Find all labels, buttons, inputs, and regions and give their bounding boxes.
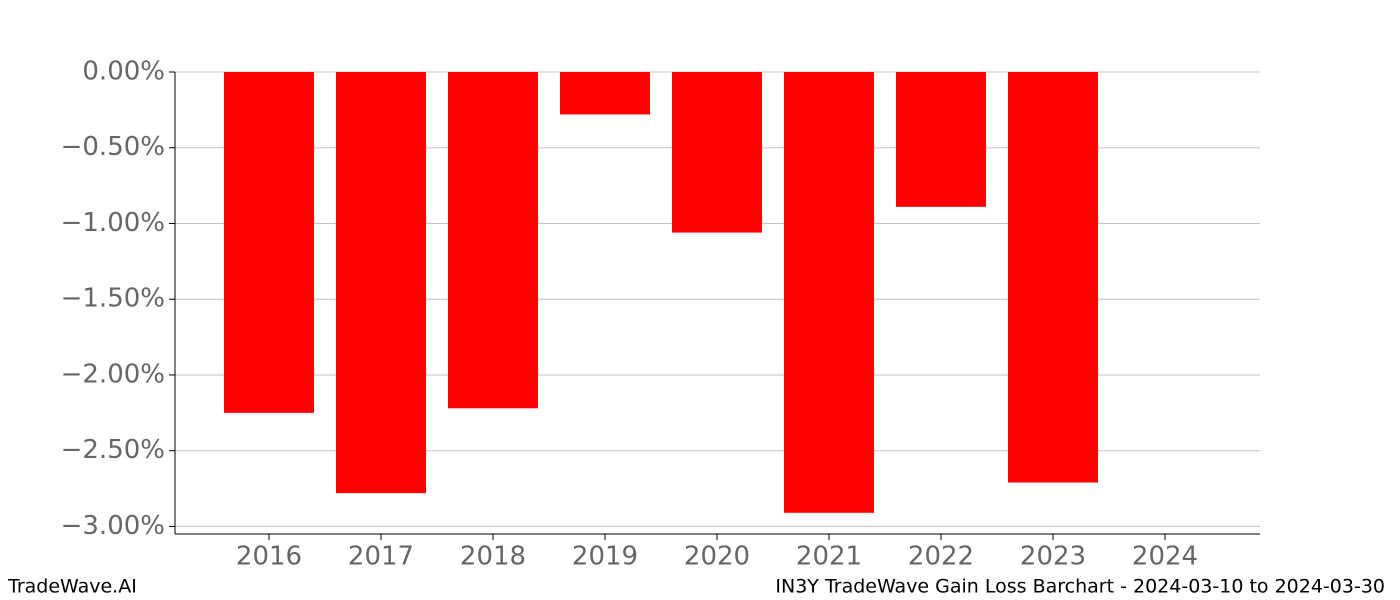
bar: [448, 72, 538, 409]
x-tick-label: 2016: [236, 542, 302, 572]
y-tick-label: −2.50%: [61, 435, 165, 465]
x-tick-label: 2022: [908, 542, 974, 572]
bar: [784, 72, 874, 513]
bar: [672, 72, 762, 233]
x-tick-label: 2024: [1132, 542, 1198, 572]
x-tick-label: 2021: [796, 542, 862, 572]
y-tick-label: −2.00%: [61, 359, 165, 389]
x-tick-label: 2020: [684, 542, 750, 572]
bar: [336, 72, 426, 494]
bar: [560, 72, 650, 115]
y-tick-label: −3.00%: [61, 511, 165, 541]
x-tick-label: 2017: [348, 542, 414, 572]
y-tick-label: −1.00%: [61, 208, 165, 238]
chart-title: IN3Y TradeWave Gain Loss Barchart - 2024…: [775, 576, 1385, 598]
y-tick-label: −1.50%: [61, 284, 165, 314]
x-tick-label: 2019: [572, 542, 638, 572]
bar: [896, 72, 986, 207]
x-tick-label: 2023: [1020, 542, 1086, 572]
bar: [1008, 72, 1098, 483]
y-tick-label: 0.00%: [82, 57, 165, 87]
x-tick-label: 2018: [460, 542, 526, 572]
y-tick-label: −0.50%: [61, 132, 165, 162]
bar: [224, 72, 314, 413]
brand: TradeWave.AI: [7, 576, 137, 598]
